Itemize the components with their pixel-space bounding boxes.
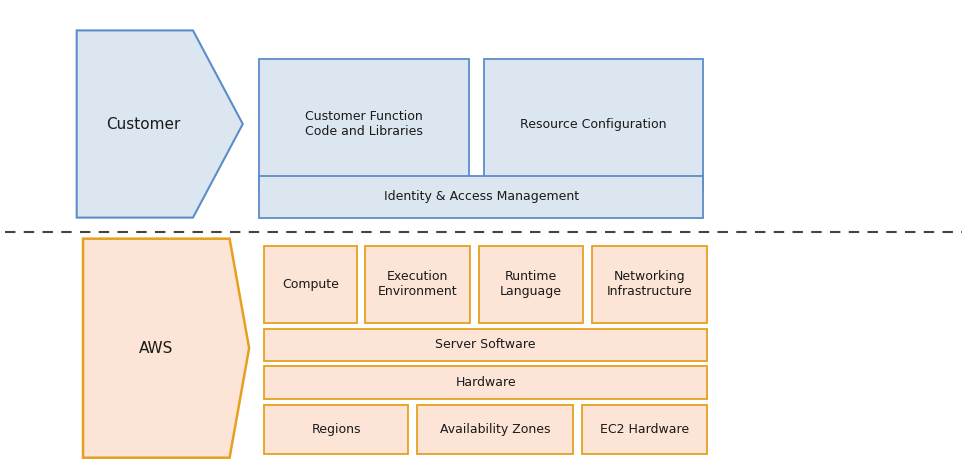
Text: Runtime
Language: Runtime Language bbox=[500, 271, 562, 298]
FancyBboxPatch shape bbox=[582, 405, 707, 454]
FancyBboxPatch shape bbox=[259, 58, 469, 190]
FancyBboxPatch shape bbox=[264, 405, 408, 454]
Text: Availability Zones: Availability Zones bbox=[440, 423, 551, 436]
Polygon shape bbox=[76, 30, 243, 218]
FancyBboxPatch shape bbox=[264, 366, 707, 399]
Text: Networking
Infrastructure: Networking Infrastructure bbox=[607, 271, 693, 298]
FancyBboxPatch shape bbox=[484, 58, 703, 190]
Text: EC2 Hardware: EC2 Hardware bbox=[600, 423, 690, 436]
FancyBboxPatch shape bbox=[264, 329, 707, 361]
FancyBboxPatch shape bbox=[365, 246, 470, 323]
Text: Regions: Regions bbox=[312, 423, 361, 436]
Text: Execution
Environment: Execution Environment bbox=[378, 271, 457, 298]
Text: Compute: Compute bbox=[281, 278, 339, 291]
Text: Identity & Access Management: Identity & Access Management bbox=[384, 190, 578, 203]
FancyBboxPatch shape bbox=[479, 246, 583, 323]
FancyBboxPatch shape bbox=[592, 246, 707, 323]
FancyBboxPatch shape bbox=[417, 405, 573, 454]
FancyBboxPatch shape bbox=[264, 246, 357, 323]
Text: Server Software: Server Software bbox=[436, 338, 535, 351]
Text: Customer Function
Code and Libraries: Customer Function Code and Libraries bbox=[305, 110, 423, 138]
FancyBboxPatch shape bbox=[259, 176, 703, 218]
Text: Customer: Customer bbox=[106, 117, 181, 132]
Polygon shape bbox=[83, 239, 249, 458]
Text: Resource Configuration: Resource Configuration bbox=[521, 117, 666, 131]
Text: AWS: AWS bbox=[139, 341, 174, 356]
Text: Hardware: Hardware bbox=[455, 376, 516, 389]
